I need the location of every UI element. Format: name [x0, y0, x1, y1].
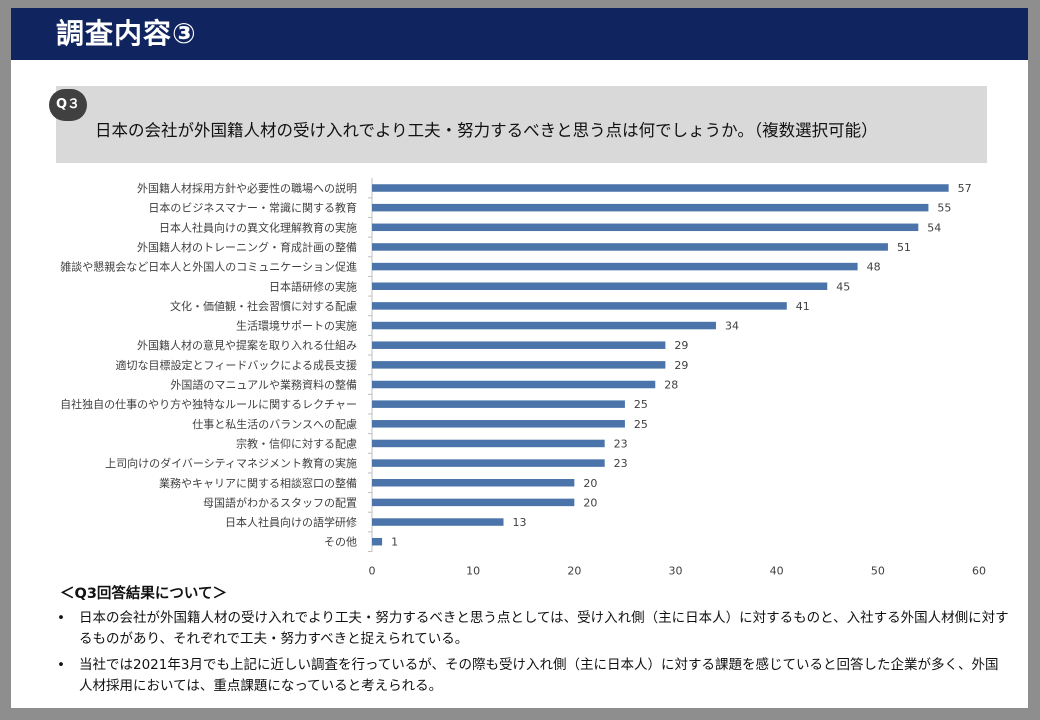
title-bar: 調査内容③ [11, 8, 1028, 60]
category-label: 日本人社員向けの異文化理解教育の実施 [159, 220, 357, 234]
bar [372, 282, 828, 290]
x-tick-label: 10 [466, 565, 480, 578]
bar [372, 380, 656, 389]
x-tick-label: 0 [369, 565, 376, 578]
bar [372, 203, 929, 212]
bar [372, 439, 605, 448]
category-label: 日本人社員向けの語学研修 [225, 515, 357, 529]
bar [372, 498, 575, 507]
category-label: 業務やキャリアに関する相談窓口の整備 [159, 476, 357, 490]
data-label: 20 [583, 496, 597, 509]
data-label: 54 [927, 221, 941, 234]
data-label: 34 [725, 320, 739, 333]
category-label: 外国籍人材のトレーニング・育成計画の整備 [137, 240, 357, 254]
data-label: 13 [513, 516, 527, 529]
bar [372, 537, 383, 546]
data-label: 51 [897, 241, 911, 254]
data-label: 23 [614, 457, 628, 470]
data-label: 57 [958, 182, 972, 195]
category-label: 日本のビジネスマナー・常識に関する教育 [148, 201, 357, 215]
summary-item: • 当社では2021年3月でも上記に近しい調査を行っているが、その際も受け入れ側… [55, 655, 1010, 697]
category-label: 母国語がわかるスタッフの配置 [203, 495, 357, 509]
bar [372, 400, 625, 408]
summary-item-text: 日本の会社が外国籍人材の受け入れでより工夫・努力するべきと思う点としては、受け入… [79, 610, 1009, 647]
question-text: 日本の会社が外国籍人材の受け入れでより工夫・努力するべきと思う点は何でしょうか。… [95, 121, 878, 140]
question-badge: Q３ [49, 89, 87, 121]
bar [372, 341, 666, 349]
x-tick-label: 30 [669, 565, 683, 578]
bar [372, 321, 716, 330]
bar [372, 518, 504, 526]
bar [372, 361, 666, 369]
summary-title: ＜Q3回答結果について＞ [60, 586, 227, 602]
category-label: その他 [324, 536, 357, 549]
bar [372, 479, 575, 487]
bar [372, 459, 605, 467]
bullet-icon: • [57, 657, 65, 673]
category-label: 仕事と私生活のバランスへの配慮 [192, 417, 357, 431]
category-label: 外国籍人材の意見や提案を取り入れる仕組み [137, 338, 357, 352]
data-label: 48 [867, 261, 881, 274]
data-label: 45 [836, 280, 850, 293]
category-label: 生活環境サポートの実施 [236, 319, 357, 333]
x-tick-label: 60 [972, 565, 986, 578]
bar [372, 262, 858, 271]
category-label: 文化・価値観・社会習慣に対する配慮 [170, 299, 357, 313]
data-label: 25 [634, 398, 648, 411]
bar [372, 302, 787, 310]
data-label: 25 [634, 418, 648, 431]
question-box [56, 86, 987, 163]
bar [372, 184, 949, 192]
category-label: 上司向けのダイバーシティマネジメント教育の実施 [105, 456, 357, 470]
data-label: 28 [664, 379, 678, 392]
summary-item-text: 当社では2021年3月でも上記に近しい調査を行っているが、その際も受け入れ側（主… [79, 657, 999, 694]
category-label: 雑談や懇親会など日本人と外国人のコミュニケーション促進 [60, 260, 357, 274]
bar [372, 243, 888, 251]
data-label: 29 [674, 359, 688, 372]
category-label: 日本語研修の実施 [269, 279, 357, 293]
category-label: 自社独自の仕事のやり方や独特なルールに関するレクチャー [60, 397, 357, 411]
data-label: 23 [614, 437, 628, 450]
bullet-icon: • [57, 610, 65, 626]
page-title: 調査内容③ [56, 17, 197, 50]
category-label: 宗教・信仰に対する配慮 [236, 436, 357, 450]
x-tick-label: 50 [871, 565, 885, 578]
bar [372, 420, 625, 428]
summary-item: • 日本の会社が外国籍人材の受け入れでより工夫・努力するべきと思う点としては、受… [55, 608, 1010, 650]
data-label: 20 [583, 477, 597, 490]
bar-chart: 外国籍人材採用方針や必要性の職場への説明 57 日本のビジネスマナー・常識に関する教… [60, 178, 986, 578]
data-label: 41 [796, 300, 810, 313]
data-label: 29 [674, 339, 688, 352]
category-label: 外国籍人材採用方針や必要性の職場への説明 [137, 181, 357, 195]
data-label: 1 [391, 536, 398, 549]
x-tick-label: 40 [770, 565, 784, 578]
summary-list: • 日本の会社が外国籍人材の受け入れでより工夫・努力するべきと思う点としては、受… [55, 608, 1010, 702]
category-label: 外国語のマニュアルや業務資料の整備 [170, 378, 357, 392]
category-label: 適切な目標設定とフィードバックによる成長支援 [116, 358, 357, 372]
slide: 調査内容③ Q３ 日本の会社が外国籍人材の受け入れでより工夫・努力するべきと思う… [11, 8, 1028, 708]
data-label: 55 [937, 202, 951, 215]
bar [372, 223, 919, 232]
x-tick-label: 20 [567, 565, 581, 578]
